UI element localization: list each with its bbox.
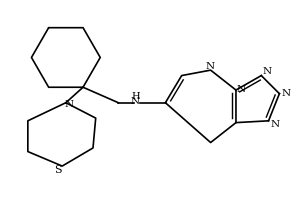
Text: N: N <box>262 67 271 76</box>
Text: N: N <box>237 85 246 94</box>
Text: N: N <box>131 97 140 106</box>
Text: N: N <box>270 120 279 129</box>
Text: N: N <box>281 89 290 98</box>
Text: S: S <box>54 165 62 175</box>
Text: N: N <box>65 100 74 109</box>
Text: N: N <box>205 62 214 71</box>
Text: H: H <box>131 92 140 101</box>
